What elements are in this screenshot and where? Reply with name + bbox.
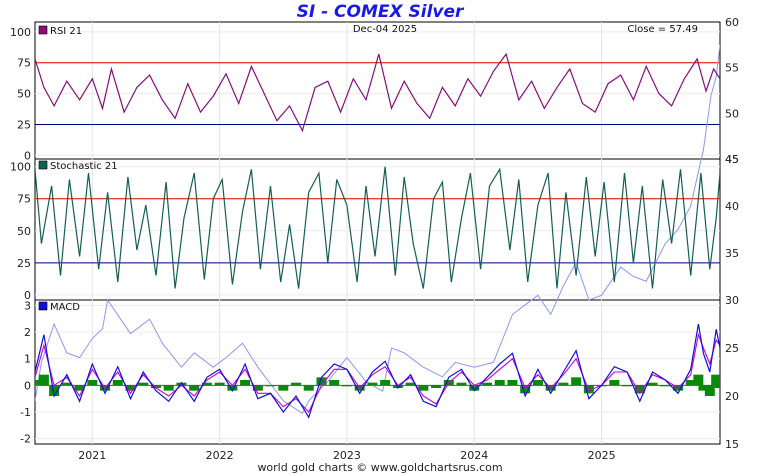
histogram-bar	[74, 385, 85, 391]
left-tick-label: 25	[17, 257, 31, 270]
left-tick-label: 75	[17, 57, 31, 70]
right-tick-label: 60	[725, 16, 739, 29]
histogram-bar	[647, 382, 658, 386]
left-tick-label: 3	[24, 299, 31, 312]
histogram-bar	[405, 382, 416, 386]
left-tick-label: 25	[17, 118, 31, 131]
histogram-bar	[316, 377, 327, 386]
left-tick-label: 1	[24, 353, 31, 366]
x-tick-label: 2021	[78, 449, 106, 462]
left-tick-label: 100	[10, 26, 31, 39]
histogram-bar	[38, 374, 49, 386]
left-tick-label: 2	[24, 326, 31, 339]
right-tick-label: 30	[725, 294, 739, 307]
x-tick-label: 2022	[206, 449, 234, 462]
histogram-bar	[494, 380, 505, 386]
price-line	[107, 159, 702, 300]
macd-line	[35, 323, 720, 419]
histogram-bar	[265, 385, 276, 387]
left-tick-label: 50	[17, 225, 31, 238]
histogram-bar	[693, 374, 704, 386]
histogram-bar	[112, 380, 123, 386]
histogram-bar	[329, 380, 340, 386]
histogram-bar	[49, 385, 60, 396]
histogram-bar	[698, 385, 709, 391]
histogram-bar	[469, 385, 480, 391]
right-tick-label: 15	[725, 438, 739, 451]
left-tick-label: 50	[17, 88, 31, 101]
histogram-bar	[35, 380, 40, 386]
histogram-bar	[660, 385, 671, 387]
histogram-bar	[341, 385, 352, 387]
chart-title: SI - COMEX Silver	[296, 2, 464, 22]
stochastic-legend-swatch	[38, 160, 48, 170]
macd-legend-label: MACD	[50, 302, 80, 313]
rsi-legend-label: RSI 21	[50, 26, 82, 37]
histogram-bar	[214, 382, 225, 386]
left-tick-label: 100	[10, 161, 31, 174]
right-tick-label: 55	[725, 62, 739, 75]
x-tick-label: 2025	[588, 449, 616, 462]
histogram-bar	[380, 380, 391, 386]
price-line	[35, 300, 591, 415]
histogram-bar	[711, 374, 720, 386]
histogram-bar	[138, 382, 149, 386]
footer-credit: world gold charts © www.goldchartsrus.co…	[257, 461, 503, 474]
right-tick-label: 40	[725, 200, 739, 213]
right-tick-label: 50	[725, 107, 739, 120]
histogram-bar	[189, 385, 200, 391]
histogram-bar	[704, 385, 715, 396]
histogram-bar	[150, 385, 161, 388]
date-label: Dec-04 2025	[353, 24, 417, 35]
right-tick-label: 25	[725, 342, 739, 355]
histogram-bar	[367, 382, 378, 386]
histogram-bar	[418, 385, 429, 391]
x-tick-label: 2023	[333, 449, 361, 462]
stochastic-line	[35, 166, 720, 289]
histogram-bar	[176, 382, 187, 386]
histogram-bar	[481, 382, 492, 386]
left-tick-label: 0	[24, 149, 31, 162]
histogram-bar	[303, 385, 314, 391]
rsi-legend-swatch	[38, 25, 48, 35]
histogram-bar	[431, 385, 442, 388]
histogram-bar	[571, 377, 582, 386]
right-tick-label: 45	[725, 153, 739, 166]
histogram-bar	[532, 380, 543, 386]
histogram-bar	[634, 385, 645, 394]
left-tick-label: 0	[24, 379, 31, 392]
histogram-bar	[87, 380, 98, 386]
histogram-bar	[291, 382, 302, 386]
histogram-bar	[507, 380, 518, 386]
left-tick-label: -2	[20, 433, 31, 446]
histogram-bar	[240, 380, 251, 386]
histogram-bar	[622, 385, 633, 387]
rsi-line	[35, 52, 720, 133]
x-tick-label: 2024	[460, 449, 488, 462]
left-tick-label: 0	[24, 289, 31, 302]
histogram-bar	[456, 382, 467, 386]
histogram-bar	[609, 380, 620, 386]
left-tick-label: 75	[17, 193, 31, 206]
histogram-bar	[201, 382, 212, 386]
histogram-bar	[227, 385, 238, 391]
right-tick-label: 45	[725, 153, 739, 166]
right-tick-label: 35	[725, 247, 739, 260]
macd-legend-swatch	[38, 301, 48, 311]
histogram-bar	[520, 385, 531, 394]
histogram-bar	[61, 382, 72, 386]
stochastic-legend-label: Stochastic 21	[50, 161, 118, 172]
left-tick-label: -1	[20, 406, 31, 419]
histogram-bar	[125, 385, 136, 391]
close-label: Close = 57.49	[627, 24, 698, 35]
histogram-bar	[278, 385, 289, 391]
histogram-bar	[252, 385, 263, 391]
histogram-bar	[558, 382, 569, 386]
histogram-bar	[163, 385, 174, 391]
rsi-panel	[34, 21, 721, 160]
histogram-bar	[715, 385, 720, 388]
histogram-bar	[685, 380, 696, 386]
right-tick-label: 20	[725, 390, 739, 403]
